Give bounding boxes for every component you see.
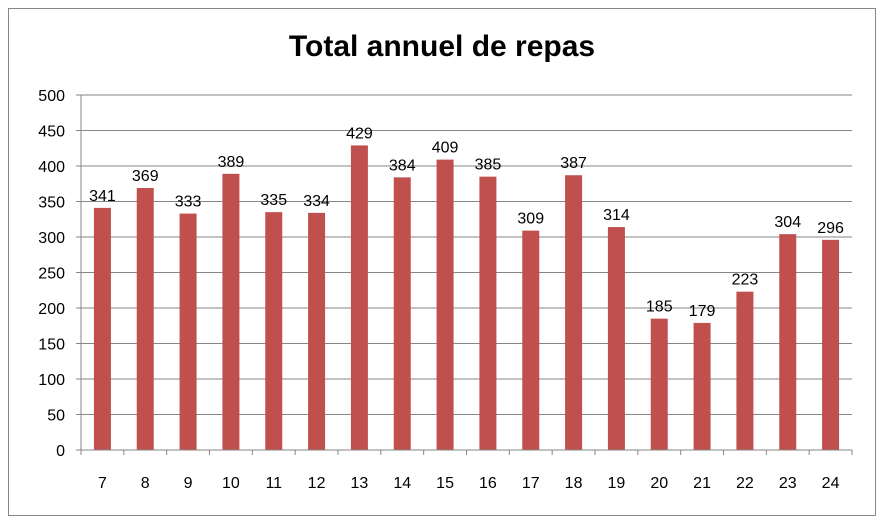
bar xyxy=(693,322,711,450)
y-tick-label: 250 xyxy=(38,266,65,283)
bar xyxy=(565,175,583,451)
bar xyxy=(522,230,540,450)
bar xyxy=(607,227,625,450)
data-label: 223 xyxy=(732,272,759,289)
bar xyxy=(736,291,754,450)
x-tick-label: 24 xyxy=(822,475,840,492)
x-tick-label: 11 xyxy=(265,475,282,492)
data-label: 185 xyxy=(646,299,673,316)
data-label: 309 xyxy=(517,211,544,228)
bar xyxy=(308,212,326,450)
y-tick-label: 200 xyxy=(38,301,65,318)
x-tick-label: 21 xyxy=(693,475,711,492)
bar xyxy=(265,212,283,450)
bar xyxy=(222,173,240,450)
data-label: 429 xyxy=(346,125,373,142)
y-tick-label: 450 xyxy=(38,124,65,141)
x-tick-label: 17 xyxy=(522,475,540,492)
y-tick-label: 400 xyxy=(38,159,65,176)
axes xyxy=(76,94,853,455)
x-tick-label: 20 xyxy=(650,475,668,492)
y-tick-label: 350 xyxy=(38,195,65,212)
bar xyxy=(93,207,111,450)
x-tick-label: 8 xyxy=(141,475,150,492)
bar xyxy=(650,318,668,450)
data-label: 314 xyxy=(603,207,630,224)
y-tick-label: 300 xyxy=(38,230,65,247)
bar xyxy=(479,176,497,450)
x-tick-label: 22 xyxy=(736,475,754,492)
data-label: 387 xyxy=(560,155,587,172)
x-tick-label: 7 xyxy=(98,475,107,492)
data-label: 296 xyxy=(817,220,844,237)
x-tick-label: 15 xyxy=(436,475,454,492)
bars xyxy=(93,145,840,451)
x-tick-label: 23 xyxy=(779,475,797,492)
bar xyxy=(136,188,154,450)
data-label: 385 xyxy=(475,157,502,174)
bar xyxy=(822,239,840,450)
labels: 0 50 100 150 200 250 300 350 400 450 500 7 341 8 369 9 3… xyxy=(38,88,844,492)
x-tick-label: 13 xyxy=(351,475,369,492)
bar xyxy=(350,145,368,450)
x-tick-label: 9 xyxy=(184,475,193,492)
x-tick-label: 10 xyxy=(222,475,240,492)
data-label: 334 xyxy=(303,193,330,210)
x-tick-label: 16 xyxy=(479,475,497,492)
data-label: 384 xyxy=(389,157,416,174)
bar xyxy=(393,177,411,451)
y-tick-label: 500 xyxy=(38,88,65,105)
y-tick-label: 100 xyxy=(38,372,65,389)
data-label: 369 xyxy=(132,168,159,185)
bar xyxy=(179,213,197,450)
x-tick-label: 12 xyxy=(308,475,326,492)
data-label: 341 xyxy=(89,188,116,205)
chart-title: Total annuel de repas xyxy=(288,30,596,63)
data-label: 409 xyxy=(432,140,459,157)
data-label: 389 xyxy=(218,154,245,171)
x-tick-label: 14 xyxy=(393,475,411,492)
y-tick-label: 0 xyxy=(56,443,65,460)
y-tick-label: 150 xyxy=(38,337,65,354)
gridlines xyxy=(81,94,852,415)
data-label: 333 xyxy=(175,194,202,211)
data-label: 304 xyxy=(774,214,801,231)
data-label: 335 xyxy=(260,192,287,209)
data-label: 179 xyxy=(689,303,716,320)
y-tick-label: 50 xyxy=(47,408,65,425)
x-tick-label: 18 xyxy=(565,475,583,492)
bar xyxy=(779,234,797,450)
bar xyxy=(436,159,454,451)
x-tick-label: 19 xyxy=(608,475,626,492)
